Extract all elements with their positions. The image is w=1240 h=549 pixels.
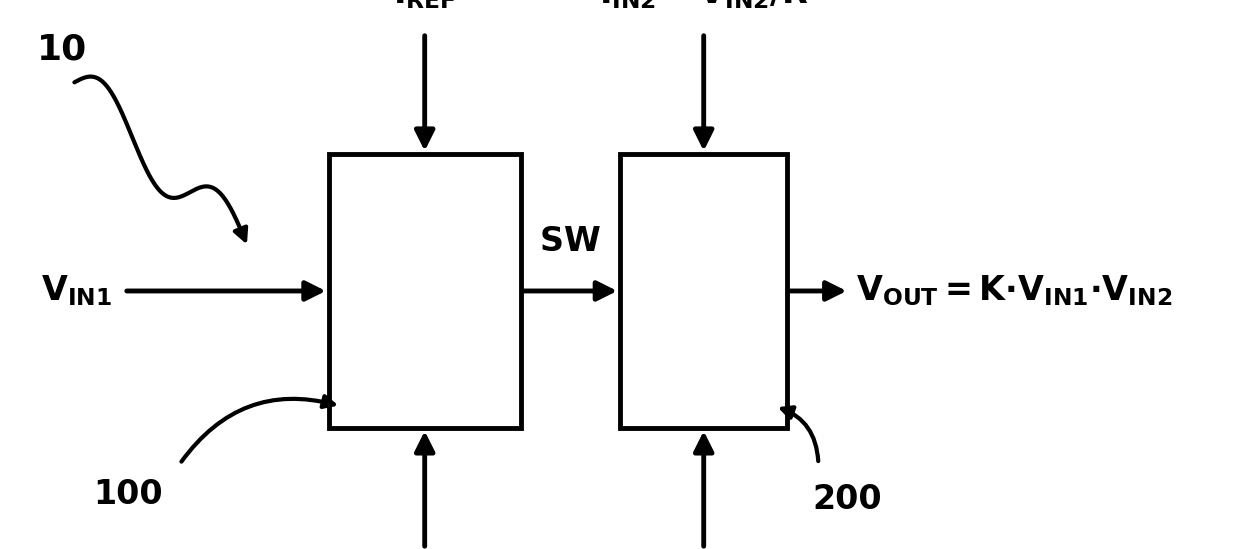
FancyArrowPatch shape [181,396,334,462]
Text: $\mathbf{SW}$: $\mathbf{SW}$ [539,225,601,258]
Text: $\mathbf{I_{IN2}=V_{IN2}/R}$: $\mathbf{I_{IN2}=V_{IN2}/R}$ [599,0,808,11]
FancyArrowPatch shape [782,407,818,461]
Text: 10: 10 [37,32,88,66]
Text: 200: 200 [812,483,882,516]
Text: $\mathbf{V_{OUT}=K{\cdot}V_{IN1}{\cdot}V_{IN2}}$: $\mathbf{V_{OUT}=K{\cdot}V_{IN1}{\cdot}V… [856,273,1172,309]
Text: 100: 100 [93,478,162,511]
Text: $\mathbf{I_{REF}}$: $\mathbf{I_{REF}}$ [393,0,456,11]
Bar [620,154,787,428]
Text: $\mathbf{V_{IN1}}$: $\mathbf{V_{IN1}}$ [41,273,112,309]
Bar [329,154,521,428]
